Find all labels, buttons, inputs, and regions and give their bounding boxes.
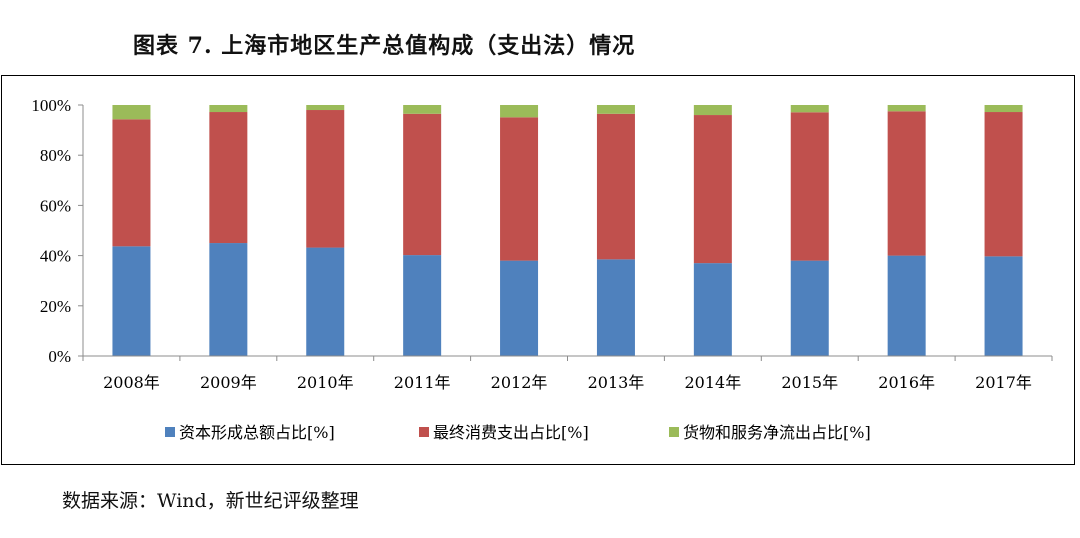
legend: 资本形成总额占比[%] 最终消费支出占比[%] 货物和服务净流出占比[%] <box>165 423 871 442</box>
x-tick-label: 2010年 <box>297 373 354 392</box>
bar-segment-3-2015年 <box>790 105 829 113</box>
legend-label-1: 资本形成总额占比[%] <box>179 423 335 442</box>
bar-segment-2-2013年 <box>596 113 635 260</box>
legend-swatch-1 <box>165 427 175 437</box>
legend-label-2: 最终消费支出占比[%] <box>433 423 589 442</box>
bar-segment-1-2008年 <box>112 246 151 356</box>
bar-segment-2-2014年 <box>693 115 732 264</box>
legend-swatch-2 <box>419 427 429 437</box>
bar-segment-1-2009年 <box>209 243 248 356</box>
bar-segment-3-2009年 <box>209 105 248 113</box>
bar-segment-2-2011年 <box>403 113 442 256</box>
bar-segment-2-2015年 <box>790 112 829 261</box>
y-tick-label: 20% <box>40 297 71 316</box>
bar-segment-3-2012年 <box>500 105 539 118</box>
bar-segment-1-2017年 <box>984 256 1023 356</box>
axes-layer: 0% 20% 40% 60% 80% 100% 2008年 2009年 2010年 2011年 20… <box>31 96 1053 392</box>
bar-segment-1-2014年 <box>693 263 732 356</box>
y-tick-label: 40% <box>40 247 71 266</box>
bar-segment-3-2010年 <box>306 105 345 111</box>
x-tick-label: 2015年 <box>781 373 838 392</box>
y-tick-label: 80% <box>40 146 71 165</box>
bar-segment-3-2008年 <box>112 105 151 120</box>
y-tick-label: 0% <box>48 347 71 366</box>
bar-segment-1-2016年 <box>887 255 926 356</box>
x-tick-label: 2016年 <box>878 373 935 392</box>
x-tick-label: 2012年 <box>491 373 548 392</box>
bar-segment-2-2012年 <box>500 117 539 261</box>
chart-frame <box>1 75 1075 465</box>
x-tick-label: 2009年 <box>200 373 257 392</box>
bar-segment-1-2010年 <box>306 247 345 356</box>
bar-segment-3-2014年 <box>693 105 732 116</box>
x-tick-label: 2014年 <box>684 373 741 392</box>
bar-segment-3-2016年 <box>887 105 926 112</box>
y-tick-label: 100% <box>31 96 71 115</box>
bar-segment-2-2009年 <box>209 112 248 244</box>
x-tick-label: 2017年 <box>975 373 1032 392</box>
bar-segment-2-2016年 <box>887 111 926 256</box>
bar-segment-2-2017年 <box>984 112 1023 257</box>
bar-segment-1-2015年 <box>790 260 829 356</box>
x-tick-label: 2013年 <box>588 373 645 392</box>
bar-segment-1-2013年 <box>596 259 635 356</box>
bar-segment-2-2010年 <box>306 110 345 248</box>
bars-layer <box>112 105 1023 356</box>
legend-swatch-3 <box>669 427 679 437</box>
x-tick-label: 2011年 <box>394 373 451 392</box>
bar-segment-2-2008年 <box>112 119 151 247</box>
source-note: 数据来源：Wind，新世纪评级整理 <box>62 490 359 512</box>
y-tick-label: 60% <box>40 196 71 215</box>
bar-segment-1-2012年 <box>500 260 539 356</box>
bar-segment-3-2011年 <box>403 105 442 114</box>
figure-title: 图表 7. 上海市地区生产总值构成（支出法）情况 <box>133 33 636 59</box>
x-tick-label: 2008年 <box>103 373 160 392</box>
bar-segment-3-2017年 <box>984 105 1023 113</box>
bar-segment-3-2013年 <box>596 105 635 114</box>
bar-segment-1-2011年 <box>403 255 442 356</box>
legend-label-3: 货物和服务净流出占比[%] <box>683 423 871 442</box>
